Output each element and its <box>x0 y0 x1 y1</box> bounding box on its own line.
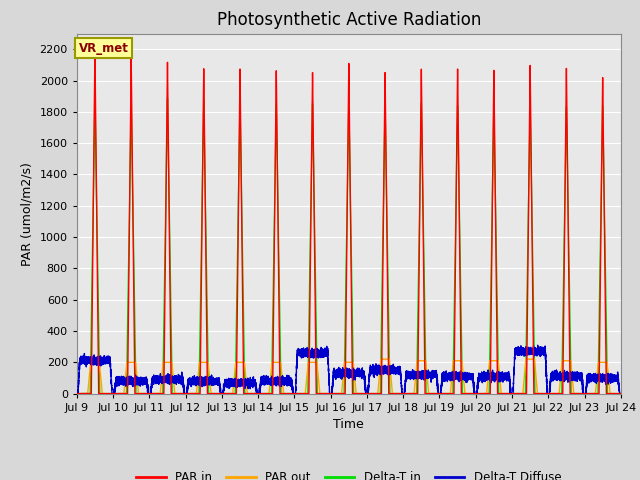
Text: VR_met: VR_met <box>79 42 129 55</box>
Y-axis label: PAR (umol/m2/s): PAR (umol/m2/s) <box>21 162 34 265</box>
Legend: PAR in, PAR out, Delta-T in, Delta-T Diffuse: PAR in, PAR out, Delta-T in, Delta-T Dif… <box>131 466 566 480</box>
Title: Photosynthetic Active Radiation: Photosynthetic Active Radiation <box>216 11 481 29</box>
X-axis label: Time: Time <box>333 418 364 431</box>
